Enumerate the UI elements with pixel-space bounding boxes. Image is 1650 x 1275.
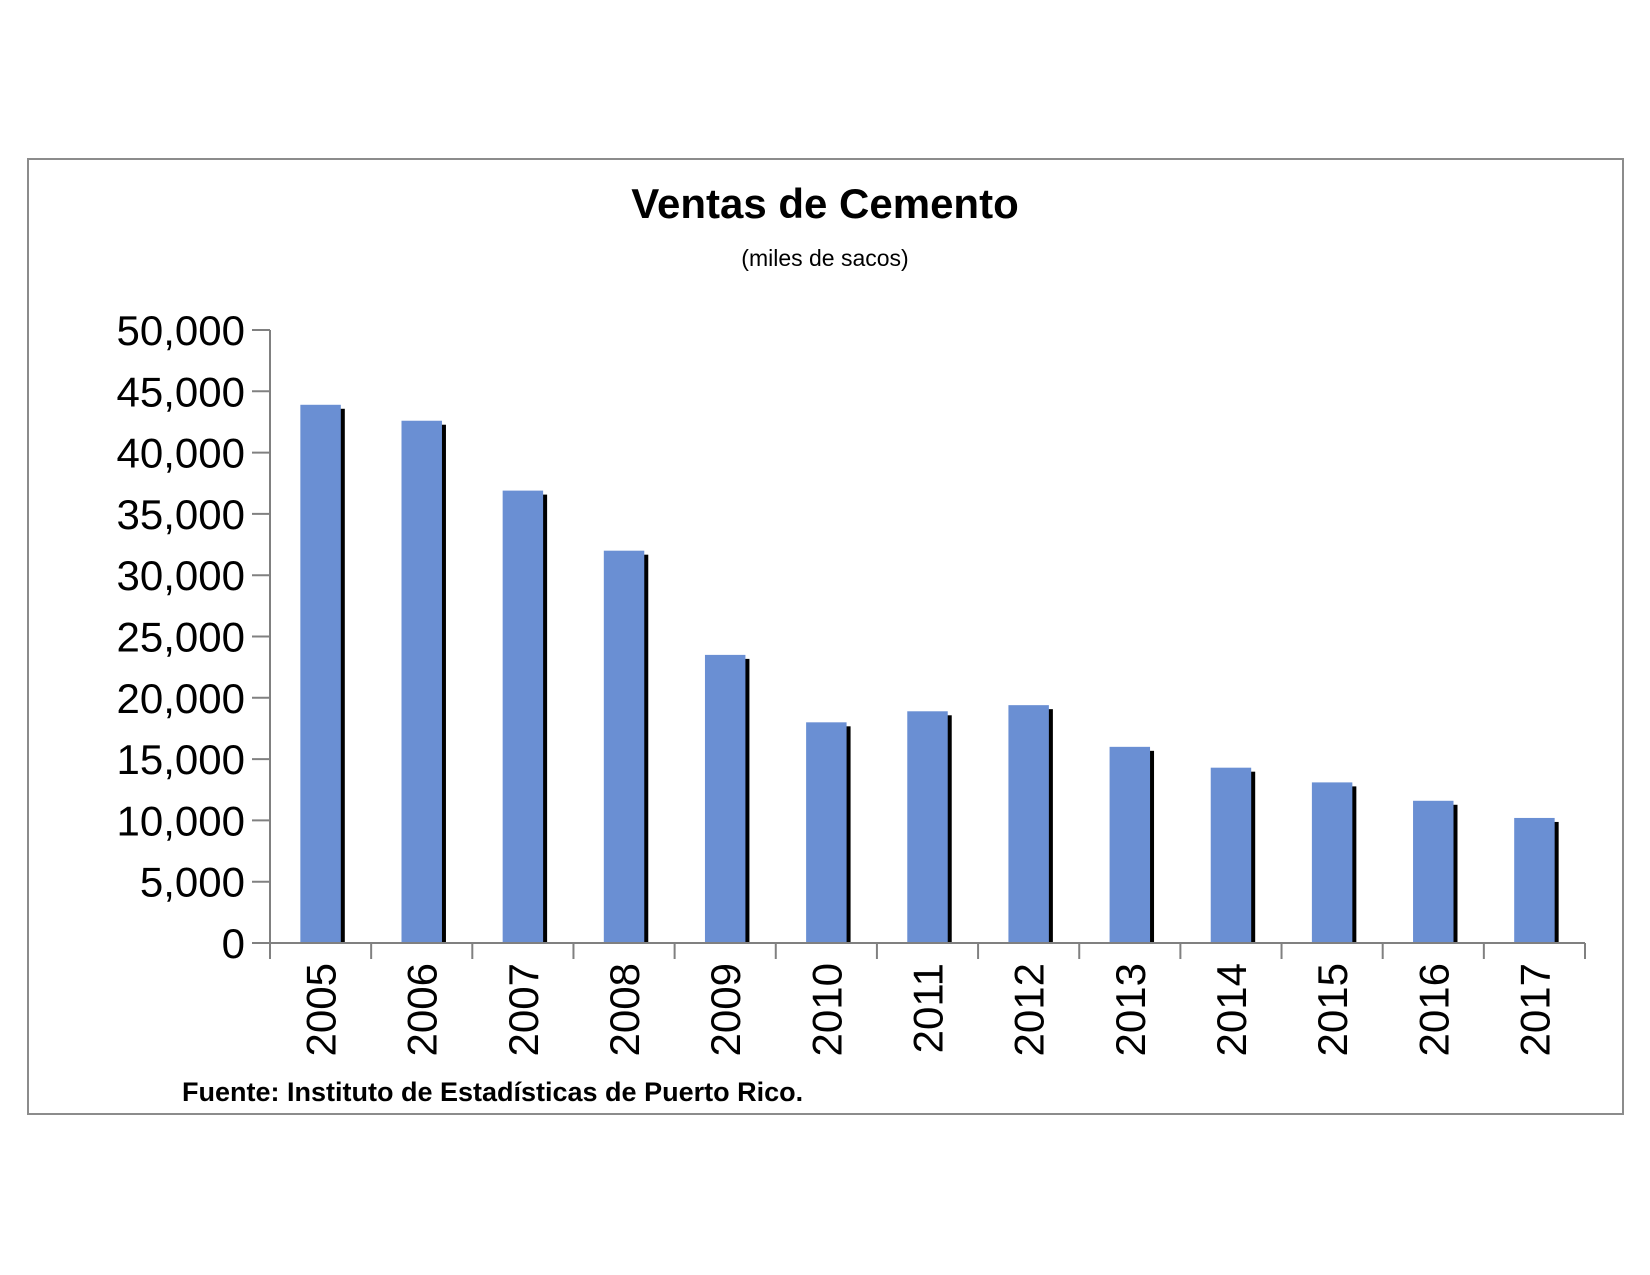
y-tick-label: 25,000 — [117, 614, 245, 661]
bar — [1413, 800, 1454, 943]
bar — [704, 654, 746, 943]
bar — [603, 550, 645, 943]
bars-layer — [300, 404, 1559, 943]
x-tick-label: 2007 — [500, 963, 547, 1056]
bar — [806, 722, 847, 943]
x-tick-label: 2012 — [1006, 963, 1053, 1056]
x-tick-label: 2014 — [1208, 963, 1255, 1056]
y-tick-label: 40,000 — [117, 430, 245, 477]
bar — [1514, 817, 1555, 943]
y-tick-label: 20,000 — [117, 675, 245, 722]
bar — [502, 490, 544, 943]
x-tick-label: 2010 — [803, 963, 850, 1056]
x-tick-label: 2016 — [1410, 963, 1457, 1056]
x-tick-label: 2011 — [905, 963, 952, 1053]
y-tick-label: 50,000 — [117, 307, 245, 354]
chart-subtitle: (miles de sacos) — [741, 245, 909, 271]
y-tick-label: 35,000 — [117, 491, 245, 538]
x-tick-label: 2006 — [399, 963, 446, 1056]
y-tick-label: 30,000 — [117, 552, 245, 599]
bar — [300, 404, 341, 943]
y-tick-label: 45,000 — [117, 368, 245, 415]
x-tick-label: 2013 — [1107, 963, 1154, 1056]
source-note: Fuente: Instituto de Estadísticas de Pue… — [182, 1077, 804, 1107]
bar — [1210, 767, 1252, 943]
y-tick-label: 0 — [222, 920, 245, 967]
bar — [1109, 746, 1151, 943]
axes-layer: 0 5,000 10,000 15,000 20,000 25,000 30,000 35,0… — [117, 307, 1586, 1056]
bar — [1008, 705, 1049, 943]
y-tick-label: 10,000 — [117, 797, 245, 844]
x-tick-label: 2015 — [1309, 963, 1356, 1056]
bar — [401, 420, 442, 943]
x-tick-label: 2017 — [1511, 963, 1558, 1056]
chart-title: Ventas de Cemento — [631, 180, 1019, 227]
x-tick-label: 2005 — [298, 963, 345, 1056]
chart-frame — [27, 158, 1624, 1115]
bar — [907, 711, 948, 943]
x-tick-label: 2009 — [702, 963, 749, 1056]
bar — [1311, 782, 1353, 943]
x-tick-label: 2008 — [601, 963, 648, 1056]
y-tick-label: 5,000 — [140, 859, 245, 906]
y-tick-label: 15,000 — [117, 736, 245, 783]
